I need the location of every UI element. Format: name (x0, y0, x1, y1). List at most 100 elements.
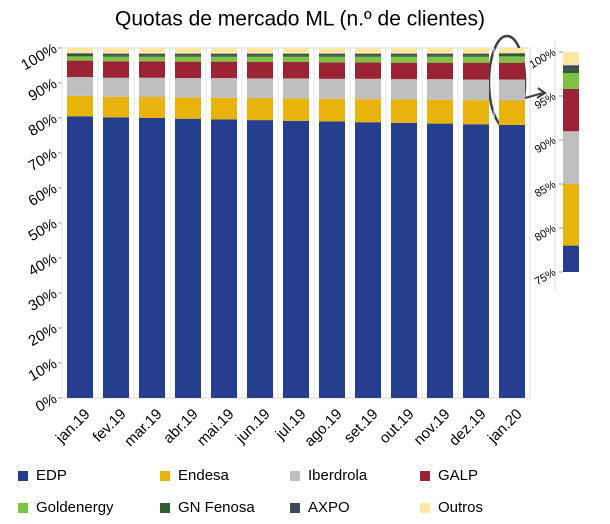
bar-segment (499, 62, 525, 80)
chart-title: Quotas de mercado ML (n.º de clientes) (115, 8, 485, 31)
bar-segment (499, 56, 525, 63)
bar-segment (499, 48, 525, 54)
legend-label: Iberdrola (308, 467, 368, 484)
bar-segment (139, 118, 165, 398)
bar-segment (391, 55, 417, 57)
bar-segment (139, 56, 165, 62)
bar-segment (463, 124, 489, 399)
bar-segment (463, 62, 489, 80)
y-tick-label: 0% (33, 390, 60, 416)
bar-segment (283, 48, 309, 54)
x-tick-label: jan.19 (52, 406, 94, 448)
legend-label: Outros (438, 499, 483, 516)
bar-segment (247, 53, 273, 56)
bar-segment (67, 77, 93, 96)
bar-segment (247, 56, 273, 62)
y-tick-label: 30% (25, 285, 60, 315)
bar-segment (175, 118, 201, 398)
bar-segment (175, 53, 201, 56)
bar-segment (67, 48, 93, 54)
inset-bar-segment (563, 184, 579, 246)
bar-segment (355, 78, 381, 100)
bar-segment (247, 62, 273, 79)
x-tick-label: mar.19 (121, 406, 165, 450)
bar-segment (319, 56, 345, 63)
bar-segment (463, 53, 489, 56)
bar-segment (139, 55, 165, 57)
bar-segment (319, 121, 345, 398)
bar-segment (499, 125, 525, 398)
bar-segment (103, 48, 129, 54)
bar-segment (427, 55, 453, 57)
y-tick-label: 90% (25, 75, 60, 105)
bar-segment (67, 55, 93, 57)
bar-segment (391, 79, 417, 100)
x-tick-label: set.19 (341, 406, 382, 447)
x-tick-label: nov.19 (411, 406, 454, 449)
legend-swatch (420, 471, 430, 481)
bar-segment (319, 53, 345, 56)
bar-segment (355, 48, 381, 54)
bar-segment (391, 122, 417, 399)
bar-segment (427, 62, 453, 80)
bar-segment (355, 99, 381, 123)
bar-segment (211, 119, 237, 399)
bar-segment (67, 116, 93, 398)
bar-segment (103, 61, 129, 78)
inset-y-tick-label: 80% (533, 223, 558, 245)
bar-segment (139, 53, 165, 56)
bar-segment (67, 95, 93, 117)
bar-segment (211, 78, 237, 98)
bar-segment (427, 53, 453, 56)
bar-segment (139, 97, 165, 118)
bar-segment (499, 53, 525, 55)
bar-segment (247, 120, 273, 398)
bar-segment (391, 62, 417, 80)
bar-segment (103, 53, 129, 56)
bar-segment (463, 55, 489, 57)
legend-label: AXPO (308, 499, 350, 516)
bar-segment (211, 53, 237, 56)
inset-y-tick-label: 75% (533, 267, 558, 289)
bar-segment (103, 77, 129, 97)
legend-label: GN Fenosa (178, 499, 255, 516)
bar-segment (283, 55, 309, 57)
bar-segment (103, 96, 129, 118)
y-tick-label: 10% (25, 355, 60, 385)
bar-segment (319, 62, 345, 79)
inset-bar-segment (563, 131, 579, 184)
bar-segment (319, 98, 345, 122)
bar-segment (103, 56, 129, 62)
legend-swatch (290, 471, 300, 481)
legend-swatch (160, 471, 170, 481)
bar-segment (103, 55, 129, 57)
bar-segment (427, 56, 453, 63)
bar-segment (247, 55, 273, 57)
y-tick-label: 40% (25, 250, 60, 280)
bar-segment (427, 99, 453, 124)
bar-segment (175, 78, 201, 98)
bar-segment (463, 56, 489, 63)
x-tick-label: abr.19 (160, 406, 202, 448)
bar-segment (427, 48, 453, 54)
inset-bar-segment (563, 65, 579, 70)
bar-segment (283, 120, 309, 399)
bar-segment (283, 62, 309, 79)
bar-segment (499, 79, 525, 101)
bar-segment (355, 122, 381, 398)
legend-swatch (290, 503, 300, 513)
bar-segment (67, 56, 93, 61)
bar-segment (499, 100, 525, 125)
bar-segment (67, 60, 93, 78)
x-tick-label: jan.20 (484, 406, 526, 448)
bar-segment (247, 48, 273, 54)
bar-segment (391, 56, 417, 63)
x-tick-label: jun.19 (232, 406, 274, 448)
bar-segment (139, 48, 165, 54)
bar-segment (319, 48, 345, 54)
bar-segment (139, 77, 165, 97)
legend-label: Goldenergy (36, 499, 114, 516)
bar-segment (427, 79, 453, 100)
bar-segment (355, 62, 381, 79)
